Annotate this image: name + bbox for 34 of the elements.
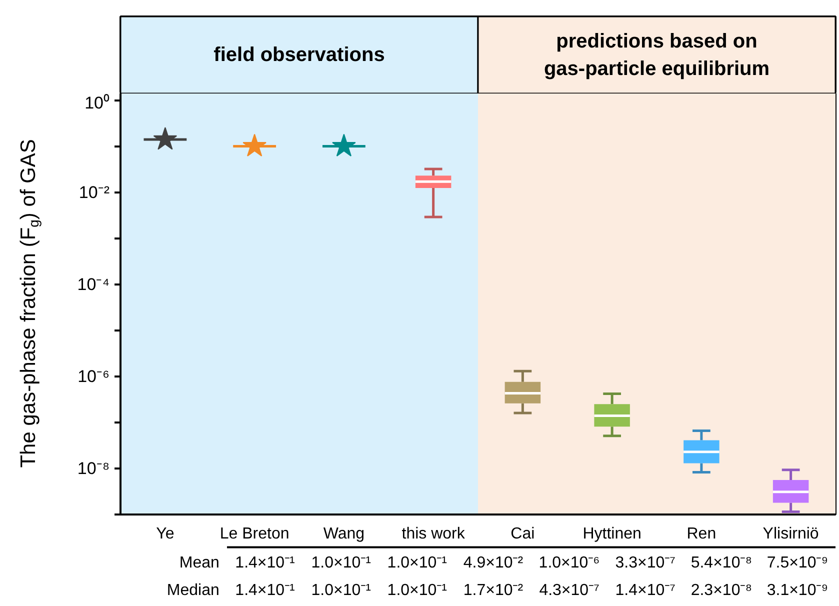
text: 1.4×10⁻¹ <box>235 582 295 599</box>
y-tick-label: 10⁻² <box>78 182 110 202</box>
text: 1.7×10⁻² <box>463 582 524 599</box>
text: 1.0×10⁻¹ <box>311 582 371 599</box>
text: 4.3×10⁻⁷ <box>539 582 600 599</box>
band-label: field observations <box>214 44 385 66</box>
y-axis-title: The gas-phase fraction (Fg) of GAS <box>17 139 42 468</box>
text: Mean <box>179 554 220 572</box>
text: 1.4×10⁻⁷ <box>615 582 676 599</box>
text: 1.0×10⁻¹ <box>387 554 448 572</box>
text: 1.0×10⁻⁶ <box>538 554 600 572</box>
x-tick-label: Le Breton <box>220 526 290 542</box>
x-tick-label: Hyttinen <box>582 526 642 542</box>
y-tick-label: 10⁻⁶ <box>78 366 110 386</box>
y-tick-label: 10⁻⁸ <box>77 458 110 478</box>
x-tick-label: Ye <box>156 526 174 542</box>
x-tick-label: this work <box>402 526 466 542</box>
text: 3.1×10⁻⁹ <box>766 582 828 599</box>
text: 1.0×10⁻¹ <box>311 554 371 572</box>
text: Median <box>166 582 220 599</box>
text: 7.5×10⁻⁹ <box>766 554 828 572</box>
y-tick-label: 10⁰ <box>84 94 110 112</box>
x-tick-label: Ylisirniö <box>762 526 819 542</box>
text: 5.4×10⁻⁸ <box>690 554 752 572</box>
text: 2.3×10⁻⁸ <box>690 582 752 599</box>
x-tick-label: Cai <box>510 526 535 542</box>
text: 1.0×10⁻¹ <box>387 582 448 599</box>
text: 4.9×10⁻² <box>463 554 524 572</box>
x-tick-label: Wang <box>323 526 365 542</box>
text: 1.4×10⁻¹ <box>235 554 295 572</box>
text: 3.3×10⁻⁷ <box>615 554 676 572</box>
band-label: predictions based on gas-particle equilibrium <box>544 30 770 80</box>
x-tick-label: Ren <box>686 526 716 542</box>
y-tick-label: 10⁻⁴ <box>77 274 110 294</box>
